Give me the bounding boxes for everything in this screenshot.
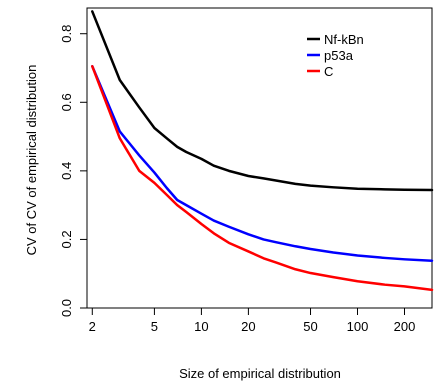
y-tick-label: 0.8 xyxy=(59,25,74,43)
x-tick-label: 5 xyxy=(151,319,158,334)
series-layer xyxy=(91,10,434,292)
legend-label-1: p53a xyxy=(324,48,354,63)
x-tick-label: 20 xyxy=(241,319,255,334)
y-tick-label: 0.0 xyxy=(59,299,74,317)
legend-label-0: Nf-kBn xyxy=(324,32,364,47)
y-tick-label: 0.2 xyxy=(59,230,74,248)
plot-frame xyxy=(86,7,433,309)
x-tick-label: 200 xyxy=(394,319,416,334)
y-axis-label: CV of CV of empirical distribution xyxy=(24,65,39,256)
series-line-2 xyxy=(91,65,434,292)
series-line-1 xyxy=(91,65,434,262)
x-tick-label: 100 xyxy=(347,319,369,334)
y-tick-label: 0.4 xyxy=(59,162,74,180)
y-tick-label: 0.6 xyxy=(59,93,74,111)
x-axis-label: Size of empirical distribution xyxy=(179,366,341,381)
x-tick-label: 50 xyxy=(303,319,317,334)
x-tick-label: 2 xyxy=(89,319,96,334)
x-axis: 2 5 10 20 50 100 200 xyxy=(89,308,416,334)
legend-label-2: C xyxy=(324,64,333,79)
y-axis: 0.0 0.2 0.4 0.6 0.8 xyxy=(59,25,87,317)
series-line-0 xyxy=(91,10,434,192)
x-tick-label: 10 xyxy=(194,319,208,334)
